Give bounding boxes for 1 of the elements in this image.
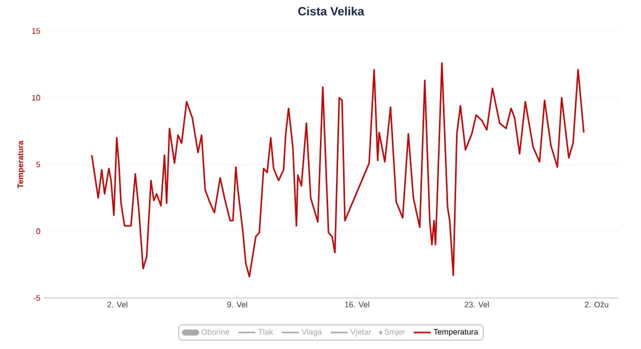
- chart-title: Cista Velika: [298, 6, 364, 16]
